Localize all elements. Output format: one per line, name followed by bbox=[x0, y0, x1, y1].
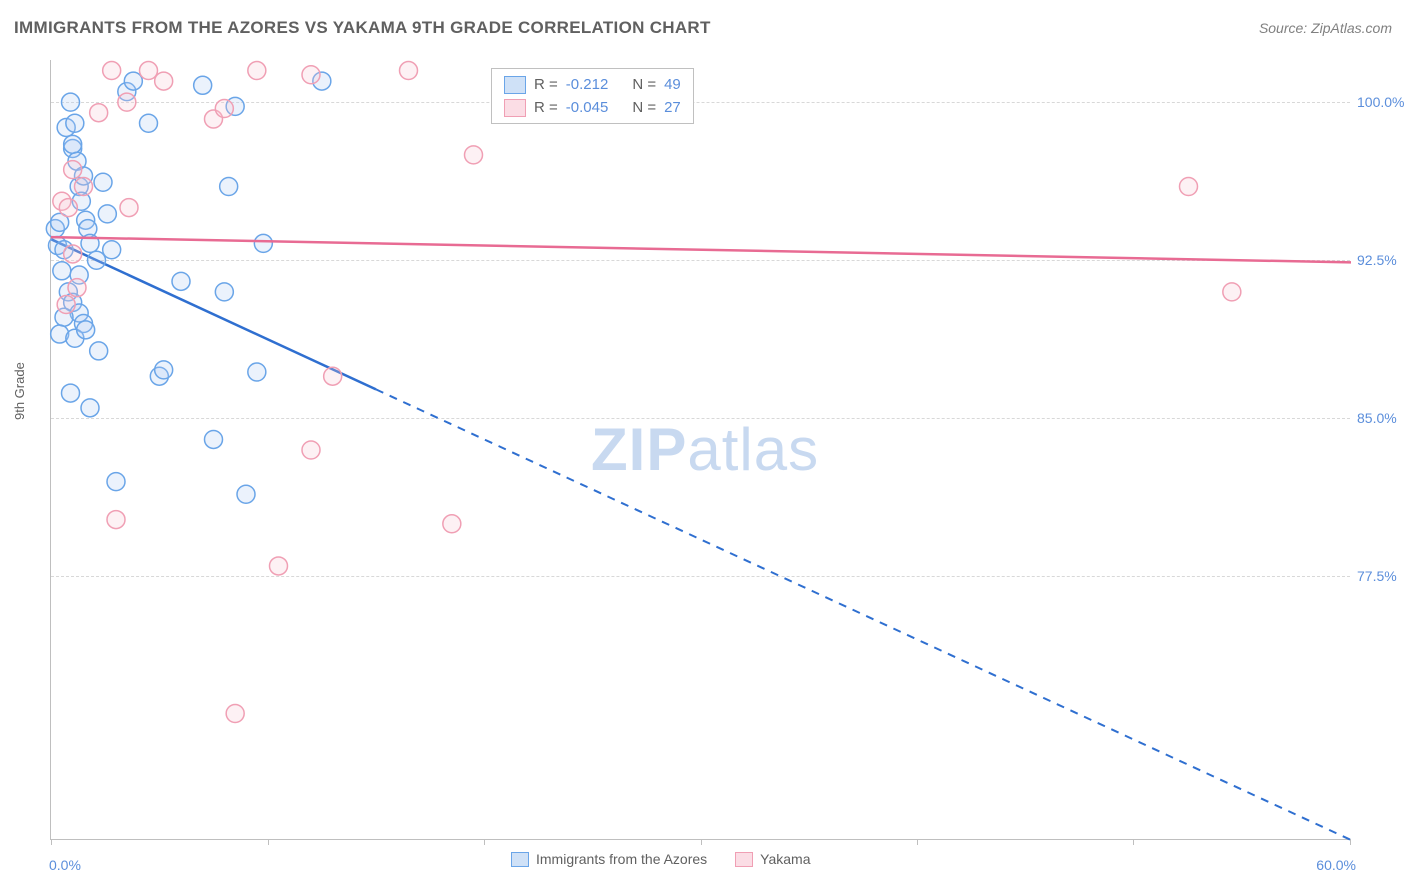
x-tick-label: 60.0% bbox=[1316, 857, 1356, 873]
data-point bbox=[90, 342, 108, 360]
y-tick-label: 77.5% bbox=[1357, 568, 1406, 584]
data-point bbox=[194, 76, 212, 94]
data-point bbox=[248, 62, 266, 80]
legend-swatch-azores bbox=[504, 76, 526, 94]
data-point bbox=[98, 205, 116, 223]
data-point bbox=[400, 62, 418, 80]
data-point bbox=[107, 511, 125, 529]
data-point bbox=[270, 557, 288, 575]
regression-line bbox=[51, 237, 1351, 262]
data-point bbox=[62, 384, 80, 402]
plot-area: 100.0% 92.5% 85.0% 77.5% 0.0% 60.0% ZIPa… bbox=[50, 60, 1350, 840]
legend-row: R = -0.212 N = 49 bbox=[504, 74, 681, 97]
data-point bbox=[57, 296, 75, 314]
data-point bbox=[64, 135, 82, 153]
r-prefix: R = bbox=[534, 74, 558, 97]
data-point bbox=[226, 705, 244, 723]
n-value: 27 bbox=[664, 97, 681, 120]
data-point bbox=[62, 93, 80, 111]
data-point bbox=[215, 99, 233, 117]
data-point bbox=[59, 199, 77, 217]
data-point bbox=[220, 177, 238, 195]
data-point bbox=[237, 485, 255, 503]
data-point bbox=[77, 321, 95, 339]
legend-item: Yakama bbox=[735, 851, 810, 867]
data-point bbox=[205, 430, 223, 448]
regression-line-dashed bbox=[376, 389, 1351, 840]
data-point bbox=[324, 367, 342, 385]
r-prefix: R = bbox=[534, 97, 558, 120]
legend-item: Immigrants from the Azores bbox=[511, 851, 707, 867]
data-point bbox=[443, 515, 461, 533]
data-point bbox=[81, 399, 99, 417]
data-point bbox=[140, 62, 158, 80]
data-point bbox=[66, 114, 84, 132]
data-point bbox=[1180, 177, 1198, 195]
data-point bbox=[107, 473, 125, 491]
legend-correlation-box: R = -0.212 N = 49 R = -0.045 N = 27 bbox=[491, 68, 694, 124]
data-point bbox=[124, 72, 142, 90]
data-point bbox=[103, 241, 121, 259]
r-value: -0.045 bbox=[566, 97, 609, 120]
data-point bbox=[1223, 283, 1241, 301]
data-point bbox=[155, 361, 173, 379]
source-label: Source: ZipAtlas.com bbox=[1259, 20, 1392, 36]
data-point bbox=[254, 234, 272, 252]
data-point bbox=[103, 62, 121, 80]
legend-series: Immigrants from the Azores Yakama bbox=[511, 851, 811, 867]
chart-title: IMMIGRANTS FROM THE AZORES VS YAKAMA 9TH… bbox=[14, 18, 711, 38]
legend-swatch-azores bbox=[511, 852, 529, 867]
data-point bbox=[248, 363, 266, 381]
y-tick-label: 100.0% bbox=[1357, 94, 1406, 110]
n-value: 49 bbox=[664, 74, 681, 97]
n-prefix: N = bbox=[632, 74, 656, 97]
data-point bbox=[53, 262, 71, 280]
r-value: -0.212 bbox=[566, 74, 609, 97]
y-axis-label: 9th Grade bbox=[12, 362, 27, 420]
legend-swatch-yakama bbox=[735, 852, 753, 867]
data-point bbox=[118, 93, 136, 111]
y-tick-label: 85.0% bbox=[1357, 410, 1406, 426]
chart-svg bbox=[51, 60, 1351, 840]
data-point bbox=[64, 245, 82, 263]
data-point bbox=[64, 161, 82, 179]
legend-label: Immigrants from the Azores bbox=[536, 851, 707, 867]
data-point bbox=[68, 279, 86, 297]
data-point bbox=[90, 104, 108, 122]
data-point bbox=[140, 114, 158, 132]
y-tick-label: 92.5% bbox=[1357, 252, 1406, 268]
data-point bbox=[94, 173, 112, 191]
data-point bbox=[302, 441, 320, 459]
data-point bbox=[120, 199, 138, 217]
x-tick-label: 0.0% bbox=[49, 857, 81, 873]
data-point bbox=[88, 251, 106, 269]
legend-row: R = -0.045 N = 27 bbox=[504, 97, 681, 120]
legend-swatch-yakama bbox=[504, 99, 526, 117]
data-point bbox=[172, 272, 190, 290]
data-point bbox=[302, 66, 320, 84]
n-prefix: N = bbox=[632, 97, 656, 120]
data-point bbox=[215, 283, 233, 301]
data-point bbox=[75, 177, 93, 195]
data-point bbox=[465, 146, 483, 164]
legend-label: Yakama bbox=[760, 851, 810, 867]
data-point bbox=[155, 72, 173, 90]
